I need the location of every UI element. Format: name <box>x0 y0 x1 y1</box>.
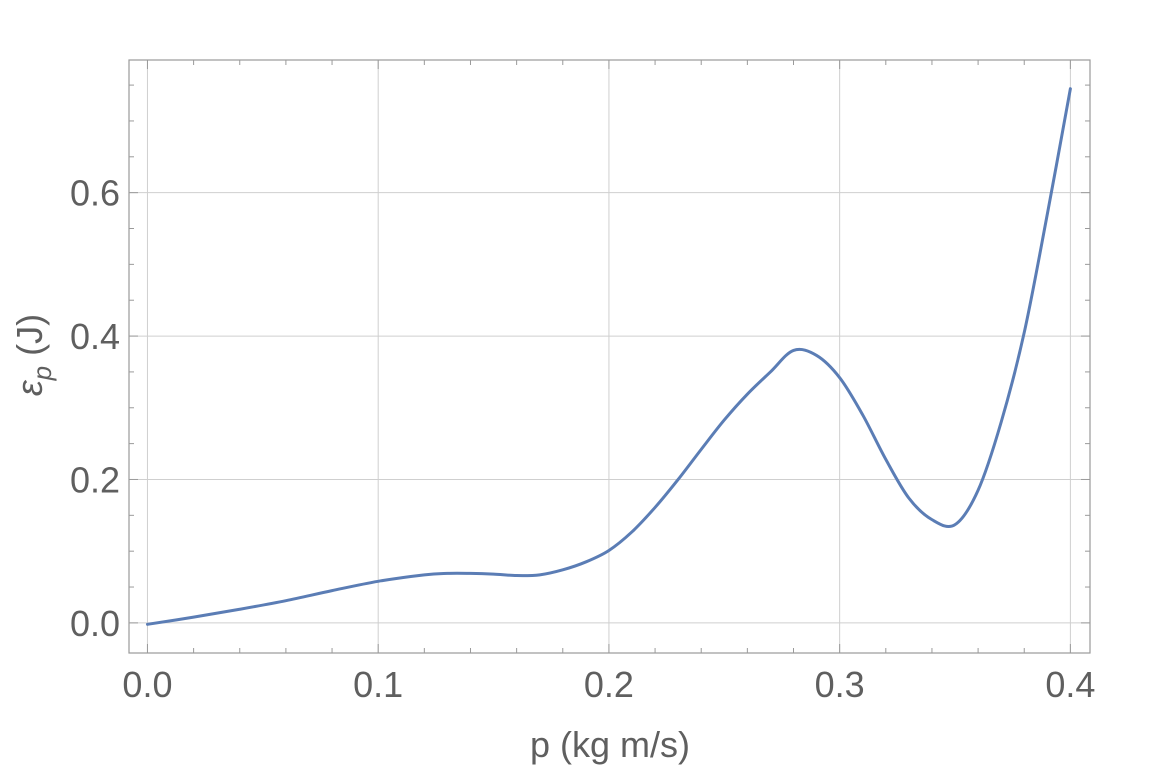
y-axis-subscript: p <box>27 366 57 381</box>
x-tick-label: 0.2 <box>584 664 634 705</box>
y-axis-unit: (J) <box>9 314 50 356</box>
y-tick-label: 0.2 <box>70 459 120 500</box>
y-tick-label: 0.4 <box>70 316 120 357</box>
y-axis-symbol: ε <box>9 379 50 396</box>
grid-lines <box>129 60 1090 653</box>
x-tick-labels: 0.0 0.1 0.2 0.3 0.4 <box>122 664 1095 705</box>
series-line <box>145 87 1072 626</box>
x-axis-label: p (kg m/s) <box>530 724 690 765</box>
x-tick-label: 0.4 <box>1045 664 1095 705</box>
plot-frame <box>128 59 1091 654</box>
x-tick-label: 0.1 <box>353 664 403 705</box>
x-tick-label: 0.0 <box>122 664 172 705</box>
y-tick-label: 0.6 <box>70 173 120 214</box>
y-axis-label: εp (J) <box>9 314 57 396</box>
y-tick-label: 0.0 <box>70 603 120 644</box>
minor-ticks <box>129 60 1090 653</box>
x-tick-label: 0.3 <box>815 664 865 705</box>
y-tick-labels: 0.0 0.2 0.4 0.6 <box>70 173 120 644</box>
